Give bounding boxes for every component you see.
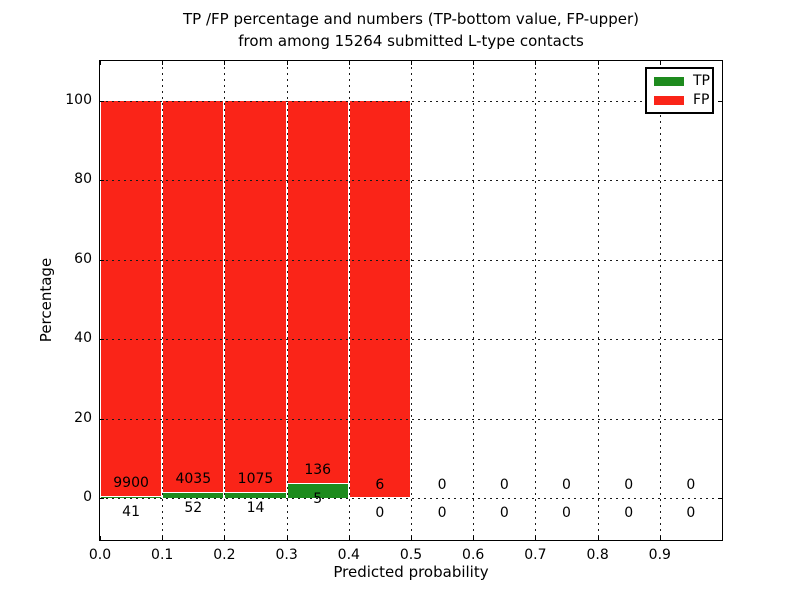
x-tick-mark-top — [224, 61, 226, 65]
x-tick-label: 0.3 — [275, 547, 298, 563]
x-tick-mark-top — [348, 61, 350, 65]
gridline-vertical — [659, 61, 661, 540]
fp-count-label: 9900 — [113, 474, 149, 491]
tp-count-label: 0 — [624, 505, 634, 522]
tp-bar — [287, 484, 348, 499]
legend-label-fp: FP — [693, 92, 710, 108]
y-tick-mark — [100, 339, 104, 341]
gridline-vertical — [597, 61, 599, 540]
fp-bar — [349, 100, 410, 499]
tp-count-label: 0 — [375, 505, 385, 522]
tp-count-label: 52 — [184, 500, 203, 517]
gridline-vertical — [348, 61, 350, 540]
x-tick-mark — [473, 536, 475, 540]
x-tick-label: 0.2 — [213, 547, 236, 563]
legend: TP FP — [645, 67, 714, 114]
fp-color-swatch — [654, 95, 684, 105]
fp-bar — [287, 100, 348, 485]
legend-entry-tp: TP — [647, 74, 712, 88]
x-tick-mark-top — [597, 61, 599, 65]
tp-bar — [225, 493, 286, 499]
x-tick-label: 0.8 — [586, 547, 609, 563]
gridline-vertical — [473, 61, 475, 540]
y-tick-label: 100 — [65, 91, 92, 108]
gridline-vertical — [224, 61, 226, 540]
fp-bar — [225, 100, 286, 494]
tp-count-label: 0 — [686, 505, 696, 522]
fp-count-label: 0 — [562, 476, 571, 493]
x-tick-mark-top — [411, 61, 412, 65]
x-tick-label: 0.7 — [524, 547, 547, 563]
y-tick-mark-right — [718, 418, 722, 420]
fp-count-label: 0 — [624, 476, 634, 493]
chart-title: TP /FP percentage and numbers (TP-bottom… — [100, 8, 722, 52]
x-tick-mark-top — [100, 61, 101, 65]
x-tick-label: 0.1 — [151, 547, 174, 563]
y-tick-label: 20 — [74, 409, 92, 426]
chart-title-line-1: TP /FP percentage and numbers (TP-bottom… — [183, 10, 639, 28]
x-axis-label: Predicted probability — [333, 563, 489, 581]
gridline-vertical — [162, 61, 164, 540]
tp-count-label: 0 — [562, 505, 571, 522]
plot-area: 0.0 0.1 0.2 0.3 0.4 0.5 0.6 0.7 0.8 0.9 0 20 40 60 80 1… — [65, 60, 723, 563]
x-tick-mark — [286, 536, 288, 540]
tp-count-label: 41 — [122, 503, 141, 520]
x-tick-label: 0.4 — [337, 547, 360, 563]
y-tick-label: 80 — [74, 171, 92, 188]
fp-count-label: 0 — [686, 476, 696, 493]
fp-bar — [163, 100, 224, 494]
x-tick-mark — [659, 536, 661, 540]
y-tick-mark — [100, 498, 104, 500]
x-tick-mark — [597, 536, 599, 540]
chart-title-line-2: from among 15264 submitted L-type contac… — [238, 32, 584, 50]
fp-count-label: 0 — [437, 476, 447, 493]
tp-count-label: 0 — [499, 505, 509, 522]
tp-count-label: 0 — [437, 505, 447, 522]
gridline-vertical — [535, 61, 537, 540]
y-tick-mark — [100, 418, 104, 420]
tp-bar — [163, 493, 224, 499]
legend-entry-fp: FP — [647, 93, 712, 107]
y-tick-mark — [100, 100, 104, 102]
x-tick-label: 0.9 — [648, 547, 671, 563]
x-tick-mark — [535, 536, 537, 540]
tp-count-label: 14 — [246, 500, 265, 517]
x-tick-mark — [224, 536, 226, 540]
fp-count-label: 0 — [499, 476, 509, 493]
y-tick-mark-right — [718, 259, 722, 261]
fp-count-label: 6 — [375, 476, 385, 493]
gridline-vertical — [411, 61, 412, 540]
y-tick-label: 0 — [83, 489, 92, 506]
fp-count-label: 4035 — [175, 471, 212, 488]
y-tick-mark-right — [718, 100, 722, 102]
tp-bar — [101, 496, 162, 499]
y-tick-mark-right — [718, 498, 722, 500]
x-tick-label: 0.6 — [462, 547, 485, 563]
y-tick-mark-right — [718, 339, 722, 341]
gridline-vertical — [286, 61, 288, 540]
x-tick-mark — [348, 536, 350, 540]
x-tick-mark — [411, 536, 412, 540]
x-tick-mark-top — [535, 61, 537, 65]
x-tick-mark-top — [162, 61, 164, 65]
tp-count-label: 5 — [313, 491, 323, 508]
fp-count-label: 136 — [304, 462, 332, 479]
x-tick-mark-top — [659, 61, 661, 65]
x-tick-mark — [100, 536, 101, 540]
fp-bar — [101, 100, 162, 497]
x-tick-label: 0.0 — [88, 547, 112, 563]
y-tick-label: 60 — [74, 250, 92, 267]
y-tick-label: 40 — [74, 330, 92, 347]
x-tick-mark — [162, 536, 164, 540]
x-tick-label: 0.5 — [399, 547, 423, 563]
legend-label-tp: TP — [693, 73, 710, 89]
y-tick-mark — [100, 259, 104, 261]
x-tick-mark-top — [473, 61, 475, 65]
x-tick-mark-top — [286, 61, 288, 65]
y-tick-mark — [100, 180, 104, 182]
tp-color-swatch — [654, 76, 684, 86]
y-tick-mark-right — [718, 180, 722, 182]
fp-count-label: 1075 — [237, 471, 274, 488]
